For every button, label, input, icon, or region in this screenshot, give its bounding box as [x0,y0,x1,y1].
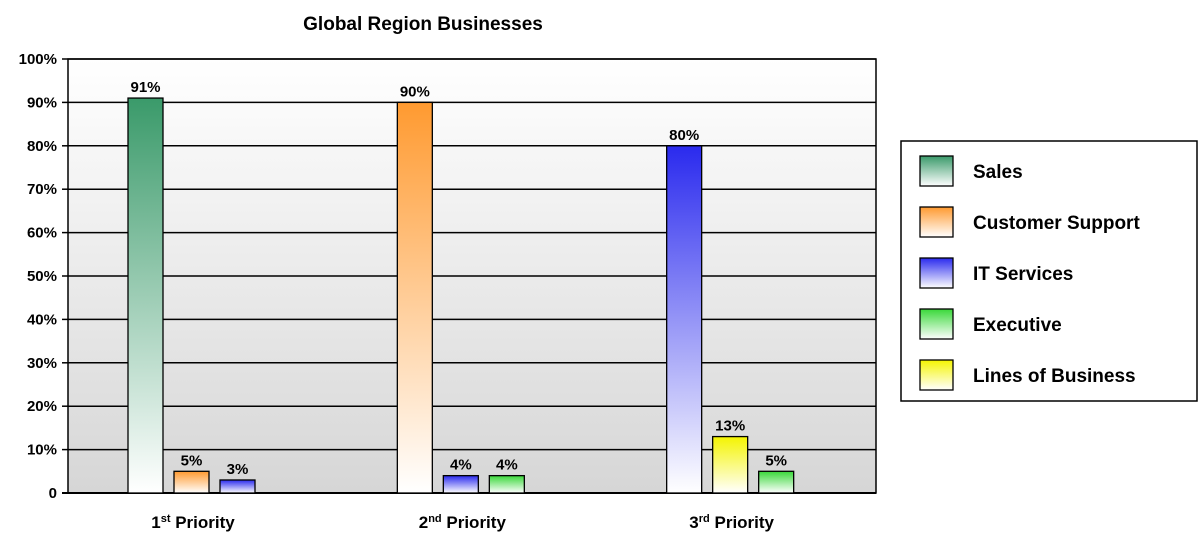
bar-lines-of-business-3 [712,435,749,494]
y-tick-label: 0 [49,485,57,502]
y-tick-label: 30% [27,355,57,372]
y-tick-label: 40% [27,311,57,328]
bar-it-services-3 [666,145,703,494]
legend-label-executive: Executive [973,315,1062,336]
legend-label-lines-of-business: Lines of Business [973,366,1136,387]
x-axis: 1st Priority 2nd Priority 3rd Priority [151,513,774,532]
x-tick-label: 2nd Priority [419,513,507,532]
legend-swatch-sales [919,155,954,187]
chart-title: Global Region Businesses [303,14,543,35]
x-tick-label: 3rd Priority [689,513,774,532]
bars: 91% 5% 3% 90% 4% 4% 80% 13% 5% [127,79,795,494]
y-tick-label: 100% [19,51,57,68]
legend-swatch-executive [919,308,954,340]
y-tick-label: 50% [27,268,57,285]
y-tick-label: 60% [27,225,57,242]
legend-label-customer-support: Customer Support [973,213,1140,234]
bar-it-services-1 [219,479,256,494]
y-tick-label: 10% [27,442,57,459]
data-label: 90% [400,83,430,100]
data-label: 4% [496,457,518,474]
legend-label-it-services: IT Services [973,264,1073,285]
y-tick-label: 80% [27,138,57,155]
bar-customer-support-1 [173,470,210,494]
legend: Sales Customer Support IT Services Executiv… [900,140,1198,402]
y-tick-label: 90% [27,94,57,111]
data-label: 4% [450,457,472,474]
legend-swatch-lines-of-business [919,359,954,391]
data-label: 3% [227,461,249,478]
bar-sales-1 [127,97,164,494]
x-tick-label: 1st Priority [151,513,235,532]
legend-swatch-customer-support [919,206,954,238]
bar-executive-2 [488,474,525,494]
data-label: 5% [765,452,787,469]
y-tick-label: 20% [27,398,57,415]
data-label: 13% [715,418,745,435]
bar-customer-support-2 [396,101,433,494]
data-label: 80% [669,127,699,144]
legend-label-sales: Sales [973,162,1023,183]
bar-it-services-2 [442,474,479,494]
bar-executive-3 [758,470,795,494]
y-tick-label: 70% [27,181,57,198]
data-label: 91% [130,79,160,96]
legend-swatch-it-services [919,257,954,289]
data-label: 5% [181,452,203,469]
